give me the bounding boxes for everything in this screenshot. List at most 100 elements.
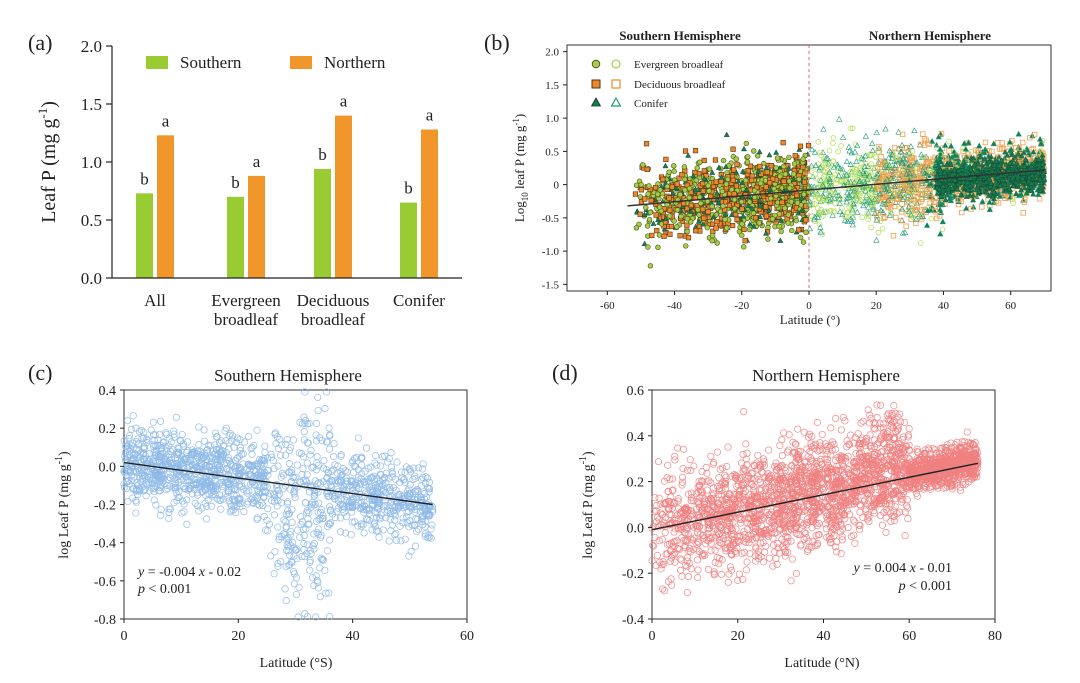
point-deciduous: [779, 199, 785, 205]
legend-swatch-southern: [146, 56, 168, 69]
scatter-point: [124, 497, 132, 506]
point-evergreen: [666, 169, 672, 175]
point-deciduous: [667, 231, 673, 237]
scatter-point: [316, 593, 324, 601]
scatter-point: [195, 441, 203, 449]
legend-evergreen-filled-marker: [591, 59, 601, 69]
scatter-point: [132, 509, 140, 517]
point-deciduous: [903, 223, 909, 229]
point-deciduous: [701, 157, 707, 164]
point-conifer: [839, 133, 847, 140]
point-conifer: [820, 125, 827, 132]
point-deciduous: [764, 169, 770, 175]
point-evergreen: [835, 148, 841, 155]
scatter-point: [281, 585, 289, 593]
point-deciduous: [714, 219, 720, 225]
scatter-point: [354, 434, 363, 442]
point-evergreen: [683, 243, 689, 249]
point-deciduous: [668, 223, 674, 230]
point-deciduous: [632, 191, 639, 197]
point-evergreen: [793, 217, 800, 224]
point-evergreen: [765, 236, 771, 242]
point-evergreen: [657, 204, 663, 210]
point-evergreen: [812, 170, 819, 177]
point-conifer: [873, 236, 880, 243]
point-conifer: [785, 165, 792, 171]
point-evergreen: [704, 224, 710, 231]
scatter-point: [289, 436, 297, 444]
scatter-point: [307, 446, 315, 455]
point-evergreen: [868, 224, 874, 231]
point-deciduous: [718, 178, 724, 185]
panel-b-x-label: Latitude (°): [780, 312, 840, 327]
y-tick-label: 1.5: [81, 95, 102, 114]
x-tick-label: 20: [871, 300, 883, 312]
point-evergreen: [706, 188, 712, 194]
point-evergreen: [741, 244, 747, 250]
point-conifer: [723, 131, 730, 137]
point-deciduous: [739, 206, 745, 212]
scatter-point: [323, 547, 331, 555]
point-deciduous: [700, 206, 706, 212]
scatter-point: [419, 465, 427, 473]
scatter-point: [244, 432, 253, 441]
point-deciduous: [763, 184, 769, 190]
point-deciduous: [768, 163, 774, 169]
legend-conifer-filled-marker: [590, 97, 602, 107]
point-evergreen: [788, 199, 795, 205]
scatter-point: [320, 456, 328, 465]
point-conifer: [700, 221, 707, 227]
panel-c-label: (c): [28, 360, 52, 385]
point-deciduous: [734, 161, 740, 167]
point-evergreen: [725, 176, 731, 183]
legend-conifer-label: Conifer: [634, 98, 668, 110]
point-conifer: [669, 190, 676, 196]
scatter-point: [283, 435, 291, 444]
point-conifer: [650, 220, 657, 226]
point-deciduous: [891, 144, 898, 151]
scatter-point: [312, 419, 321, 428]
significance-letter: b: [231, 173, 240, 192]
point-conifer: [939, 218, 946, 225]
point-evergreen: [739, 221, 745, 227]
point-evergreen: [777, 173, 783, 180]
point-evergreen: [879, 225, 886, 232]
point-deciduous: [713, 225, 719, 231]
point-deciduous: [781, 178, 787, 184]
point-conifer: [743, 186, 750, 193]
point-deciduous: [637, 211, 643, 217]
point-evergreen: [791, 171, 797, 177]
panel-b-y-label: Log10 leaf P (mg g-1): [511, 114, 530, 222]
scatter-point: [264, 505, 272, 513]
point-deciduous: [699, 181, 706, 187]
point-deciduous: [648, 197, 654, 204]
y-tick-label: 0.0: [81, 269, 102, 288]
point-deciduous: [703, 173, 709, 179]
x-tick-label: Evergreen: [211, 291, 281, 310]
scatter-point: [195, 423, 203, 431]
point-evergreen: [756, 220, 762, 226]
point-deciduous: [710, 221, 716, 227]
point-evergreen: [655, 244, 661, 251]
point-deciduous: [653, 212, 659, 218]
point-evergreen: [796, 176, 802, 182]
point-evergreen: [722, 216, 728, 223]
point-deciduous: [661, 233, 667, 239]
point-evergreen: [709, 203, 715, 210]
scatter-point: [285, 459, 294, 468]
point-deciduous: [878, 153, 884, 160]
point-evergreen: [786, 154, 792, 161]
point-conifer: [869, 140, 876, 146]
point-evergreen: [696, 212, 702, 218]
point-deciduous: [959, 209, 965, 216]
point-evergreen: [645, 244, 651, 250]
legend-deciduous-filled-marker: [591, 79, 601, 89]
x-tick-label: -40: [667, 300, 682, 312]
y-tick-label: 0.5: [545, 146, 559, 158]
point-deciduous: [669, 184, 675, 190]
point-evergreen: [791, 161, 798, 167]
point-conifer: [923, 222, 931, 228]
legend-evergreen-open-marker: [611, 59, 621, 69]
legend-label-southern: Southern: [180, 53, 242, 72]
y-tick-label: -1.0: [542, 246, 560, 258]
